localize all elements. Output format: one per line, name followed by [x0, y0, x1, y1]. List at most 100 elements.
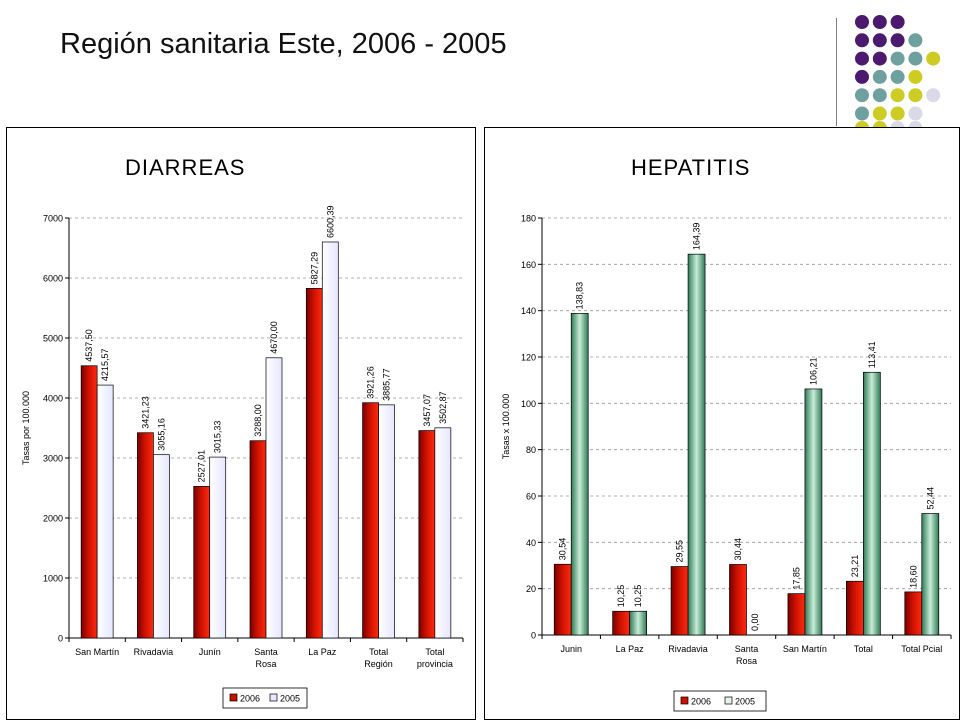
y-tick-label: 140	[521, 306, 536, 316]
diarreas-chart: DIARREAS 0 1000 2000 3000 4000 5000 6000 7000 Tas…	[21, 155, 464, 709]
decor-dot	[908, 88, 923, 103]
data-label: 4215,57	[100, 349, 110, 382]
data-label: 4537,50	[84, 329, 94, 362]
data-label: 10,25	[633, 585, 643, 608]
bar-2005	[804, 388, 823, 636]
y-tick-label: 20	[526, 584, 536, 594]
decor-dot	[872, 106, 887, 121]
y-tick-label: 2000	[43, 514, 63, 524]
y-tick-label: 1000	[43, 574, 63, 584]
legend-label: 2005	[280, 694, 300, 704]
decor-dot	[908, 51, 923, 66]
bar-2006	[904, 591, 923, 636]
decor-dot	[872, 69, 887, 84]
data-label: 3457,07	[422, 394, 432, 427]
decor-dot	[872, 88, 887, 103]
data-label: 6600,39	[325, 205, 335, 238]
y-tick-label: 6000	[43, 274, 63, 284]
x-tick-label: Total	[425, 647, 444, 657]
decor-dot	[872, 15, 887, 29]
decor-dot	[855, 15, 869, 29]
data-label: 113,41	[867, 341, 877, 368]
data-label: 23,21	[850, 555, 860, 578]
bar-2005	[378, 404, 395, 639]
chart-title: DIARREAS	[125, 155, 245, 180]
data-label: 138,83	[575, 282, 585, 310]
data-label: 106,21	[808, 357, 818, 385]
bar-2005	[209, 456, 227, 639]
legend-label: 2006	[240, 694, 260, 704]
bar-2006	[193, 486, 211, 639]
bar-2005	[153, 454, 170, 639]
y-tick-label: 120	[521, 353, 536, 363]
decor-dot	[855, 106, 869, 121]
y-axis-label: Tasas por 100.000	[21, 391, 31, 465]
decor-dot	[855, 69, 869, 84]
decor-dot	[890, 15, 905, 29]
x-tick-label: Rivadavia	[668, 644, 708, 654]
decor-dot	[855, 51, 869, 66]
x-tick-label: San Martín	[783, 644, 827, 654]
bar-2006	[846, 580, 864, 636]
bar-2006	[670, 566, 689, 636]
y-tick-label: 60	[526, 492, 536, 502]
x-tick-label: provincia	[417, 659, 453, 669]
x-tick-label: Santa	[254, 647, 278, 657]
data-label: 164,39	[692, 223, 702, 251]
y-tick-label: 7000	[43, 214, 63, 224]
data-label: 30,54	[558, 538, 568, 561]
decor-dot	[926, 51, 941, 66]
y-tick-label: 3000	[43, 454, 63, 464]
data-label: 5827,29	[309, 252, 319, 285]
x-tick-label: Junin	[560, 644, 582, 654]
y-tick-label: 80	[526, 445, 536, 455]
data-label: 30,44	[733, 538, 743, 561]
bar-2006	[137, 432, 154, 639]
legend-box	[673, 690, 767, 712]
bar-2006	[787, 593, 806, 636]
legend-label: 2005	[735, 697, 755, 707]
data-label: 29,55	[675, 540, 685, 563]
decor-dot	[872, 33, 887, 48]
legend-swatch	[724, 696, 733, 705]
x-tick-label: Rivadavia	[134, 647, 174, 657]
data-label: 3502,87	[438, 391, 448, 424]
data-label: 3885,77	[382, 368, 392, 401]
bar-2006	[305, 288, 323, 639]
decor-dot	[855, 33, 869, 48]
x-tick-label: Región	[364, 659, 393, 669]
x-tick-label: La Paz	[616, 644, 645, 654]
decor-dot	[926, 88, 941, 103]
data-label: 10,25	[616, 585, 626, 608]
bar-2006	[612, 610, 630, 636]
bar-2006	[249, 440, 267, 639]
bar-2005	[687, 253, 706, 636]
legend-swatch	[269, 693, 278, 702]
x-tick-label: Total Pcial	[901, 644, 942, 654]
bar-2006	[729, 564, 747, 636]
data-label: 18,60	[908, 565, 918, 588]
data-label: 3921,26	[366, 366, 376, 399]
y-axis-label: Tasas x 100.000	[501, 394, 511, 460]
x-tick-label: Total	[854, 644, 873, 654]
decor-dot	[872, 51, 887, 66]
y-tick-label: 100	[521, 399, 536, 409]
y-tick-label: 160	[521, 260, 536, 270]
bar-2005	[434, 427, 452, 639]
decor-dot	[890, 88, 905, 103]
x-tick-label: Total	[369, 647, 388, 657]
bar-2005	[321, 241, 339, 639]
chart-panel-diarreas: DIARREAS 0 1000 2000 3000 4000 5000 6000 7000 Tas…	[6, 127, 476, 720]
data-label: 3288,00	[253, 404, 263, 437]
y-tick-label: 5000	[43, 334, 63, 344]
data-label: 3015,33	[213, 421, 223, 454]
data-label: 52,44	[925, 487, 935, 510]
data-label: 3055,16	[156, 418, 166, 451]
data-label: 3421,23	[140, 396, 150, 429]
y-tick-label: 180	[521, 214, 536, 224]
bar-2006	[418, 430, 436, 639]
bar-2005	[629, 610, 647, 636]
bar-2006	[362, 402, 379, 639]
y-tick-label: 0	[58, 634, 63, 644]
decor-dot	[890, 33, 905, 48]
